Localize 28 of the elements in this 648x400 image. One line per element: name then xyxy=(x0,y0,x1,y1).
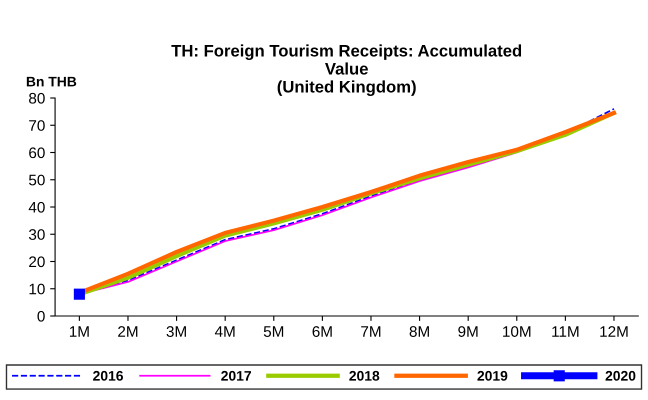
y-axis-title: Bn THB xyxy=(26,76,76,86)
x-tick-label: 2M xyxy=(118,326,138,337)
y-tick-label: 30 xyxy=(28,229,45,240)
y-tick-label: 0 xyxy=(37,310,45,322)
x-tick-label: 10M xyxy=(503,326,530,337)
legend-label: 2018 xyxy=(349,370,380,381)
x-tick-label: 4M xyxy=(214,326,235,337)
y-tick-label: 40 xyxy=(28,202,45,213)
x-tick-label: 9M xyxy=(458,326,478,337)
y-tick-label: 50 xyxy=(28,174,45,186)
y-tick-label: 60 xyxy=(29,147,45,158)
y-tick-label: 70 xyxy=(29,120,45,131)
chart-title: TH: Foreign Tourism Receipts: Accumulated Value (United Kingdom) xyxy=(171,44,522,96)
x-tick-label: 6M xyxy=(312,326,332,337)
x-tick-label: 7M xyxy=(361,326,380,337)
legend-label: 2017 xyxy=(221,370,251,381)
y-tick-label: 80 xyxy=(29,92,45,104)
y-tick-label: 10 xyxy=(30,284,45,294)
x-tick-label: 11M xyxy=(552,326,578,337)
y-tick-label: 20 xyxy=(29,256,45,268)
legend-label: 2020 xyxy=(606,370,636,381)
x-tick-label: 1M xyxy=(70,326,89,337)
x-tick-label: 5M xyxy=(264,326,284,337)
x-tick-label: 3M xyxy=(166,326,186,337)
legend-label: 2016 xyxy=(93,370,123,381)
x-tick-label: 8M xyxy=(410,326,429,337)
legend-label: 2019 xyxy=(477,370,508,381)
x-tick-label: 12M xyxy=(600,326,628,337)
